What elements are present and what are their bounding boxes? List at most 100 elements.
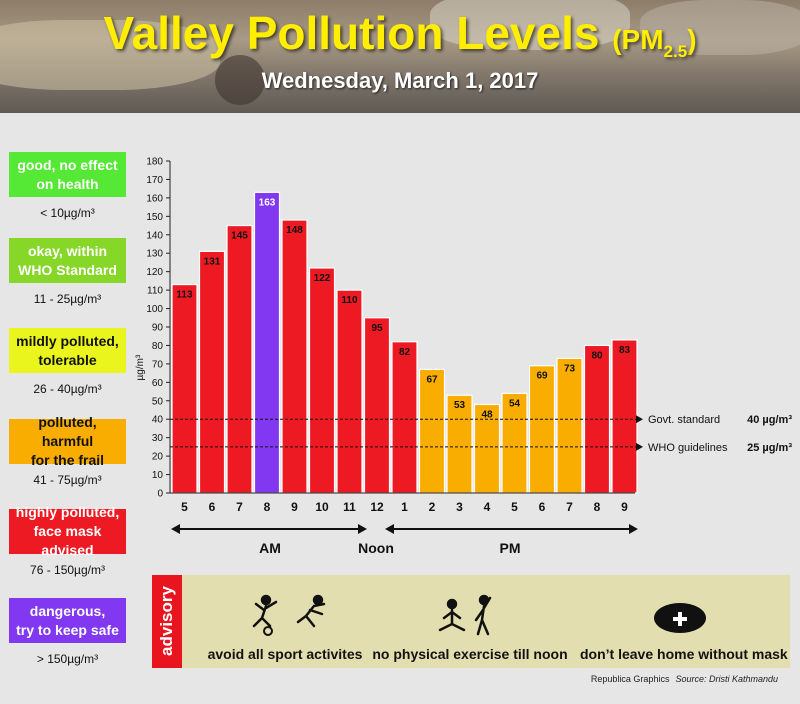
bar — [281, 219, 308, 494]
period-label-noon: Noon — [358, 540, 394, 556]
y-tick-label: 120 — [146, 267, 163, 278]
advisory-item-mask: don’t leave home without mask — [580, 646, 788, 662]
car-shape — [640, 0, 800, 55]
x-tick-label: 8 — [594, 500, 601, 514]
reference-arrow-icon — [636, 442, 643, 451]
y-tick-label: 50 — [152, 396, 164, 407]
bar — [528, 365, 556, 494]
bar — [391, 341, 418, 494]
legend-label-line1: good, no effect — [17, 156, 118, 173]
bar-value-label: 131 — [204, 256, 221, 267]
reference-line-label: WHO guidelines — [648, 442, 728, 454]
reference-line-label: Govt. standard — [648, 414, 720, 426]
motorbike-shape — [215, 55, 265, 105]
y-tick-label: 30 — [152, 433, 164, 444]
title-pm-subscript: 2.5 — [663, 42, 688, 61]
x-tick-label: 10 — [315, 500, 329, 514]
bar-value-label: 113 — [176, 290, 193, 301]
y-tick-label: 160 — [146, 193, 163, 204]
legend-range: > 150µg/m³ — [36, 652, 99, 666]
legend-swatch-5: dangerous, try to keep safe — [9, 598, 126, 643]
advisory-tag: advisory — [152, 575, 182, 668]
bar — [308, 267, 336, 494]
bar-value-label: 53 — [454, 400, 466, 411]
bar — [253, 191, 281, 494]
bar — [556, 357, 583, 494]
y-axis-label: µg/m³ — [135, 354, 146, 380]
y-tick-label: 0 — [157, 489, 163, 500]
y-tick-label: 40 — [152, 415, 164, 426]
legend-label-line2: face mask advised — [33, 523, 102, 558]
bar-value-label: 110 — [341, 295, 358, 306]
legend-label: polluted, harmful for the frail — [13, 413, 122, 470]
bar-value-label: 83 — [619, 345, 631, 356]
legend-range: 41 - 75µg/m³ — [33, 473, 102, 487]
x-tick-label: 3 — [456, 500, 463, 514]
y-tick-label: 140 — [146, 230, 163, 241]
x-tick-label: 7 — [566, 500, 573, 514]
bar — [171, 283, 198, 494]
bar — [198, 250, 226, 494]
credit-source: Source: Dristi Kathmandu — [675, 674, 778, 684]
bar-value-label: 148 — [286, 225, 303, 236]
y-tick-label: 20 — [152, 452, 164, 463]
x-tick-label: 9 — [621, 500, 628, 514]
title-text: Valley Pollution Levels — [103, 7, 600, 59]
period-label-am: AM — [259, 540, 281, 556]
bar — [611, 339, 638, 494]
bar-value-label: 145 — [231, 231, 248, 242]
credit-publisher: Republica Graphics — [590, 674, 670, 684]
legend-label-line2: try to keep safe — [16, 621, 119, 638]
bar-value-label: 54 — [509, 398, 521, 409]
x-tick-label: 5 — [181, 500, 188, 514]
legend-label-line1: okay, within — [27, 242, 108, 259]
period-label-pm: PM — [500, 540, 521, 556]
title-pm-text: PM — [621, 24, 664, 55]
y-tick-label: 10 — [152, 470, 164, 481]
x-tick-label: 6 — [209, 500, 216, 514]
y-tick-label: 110 — [147, 286, 163, 297]
legend-label: highly polluted, face mask advised — [13, 503, 122, 560]
car-shape — [430, 0, 630, 50]
legend-label-line1: highly polluted, — [15, 504, 120, 520]
legend-label-line1: dangerous, — [29, 602, 106, 619]
legend-label: good, no effect on health — [17, 156, 117, 194]
legend-label-line2: WHO Standard — [18, 261, 117, 278]
advisory-item-exercise: no physical exercise till noon — [372, 646, 568, 662]
x-tick-label: 6 — [539, 500, 546, 514]
x-tick-label: 4 — [484, 500, 491, 514]
page-date: Wednesday, March 1, 2017 — [261, 68, 539, 93]
y-tick-label: 70 — [152, 359, 164, 370]
bar-value-label: 80 — [591, 350, 603, 361]
reference-arrow-icon — [636, 415, 643, 424]
bar-value-label: 48 — [481, 409, 493, 420]
legend-label: dangerous, try to keep safe — [16, 602, 119, 640]
x-tick-label: 7 — [236, 500, 243, 514]
legend-swatch-1: okay, within WHO Standard — [9, 238, 126, 283]
y-tick-label: 170 — [146, 175, 163, 186]
haze-shape — [0, 20, 220, 90]
advisory-tag-label: advisory — [157, 586, 176, 656]
bar — [446, 394, 473, 494]
x-tick-label: 8 — [264, 500, 271, 514]
bar-value-label: 69 — [536, 371, 548, 382]
bar-value-label: 67 — [426, 374, 438, 385]
bar — [363, 317, 391, 494]
legend-range: 26 - 40µg/m³ — [33, 382, 102, 396]
legend-label-line2: for the frail — [30, 452, 105, 468]
legend-swatch-2: mildly polluted, tolerable — [9, 328, 126, 373]
y-tick-label: 100 — [146, 304, 163, 315]
x-tick-label: 9 — [291, 500, 298, 514]
x-tick-label: 2 — [429, 500, 436, 514]
page-title: Valley Pollution Levels (PM2.5) — [0, 6, 800, 61]
legend-swatch-4: highly polluted, face mask advised — [9, 504, 126, 558]
x-tick-label: 11 — [343, 500, 356, 514]
reference-line-value: 40 µg/m³ — [747, 414, 792, 426]
legend-label-line2: tolerable — [38, 351, 97, 368]
pm25-bar-chart: 0102030405060708090100110120130140150160… — [135, 157, 792, 557]
advisory-item-sports: avoid all sport activites — [207, 646, 363, 662]
pm-right-arrow-icon — [629, 524, 638, 534]
y-tick-label: 90 — [152, 323, 164, 334]
x-tick-label: 1 — [401, 500, 408, 514]
am-left-arrow-icon — [171, 524, 180, 534]
